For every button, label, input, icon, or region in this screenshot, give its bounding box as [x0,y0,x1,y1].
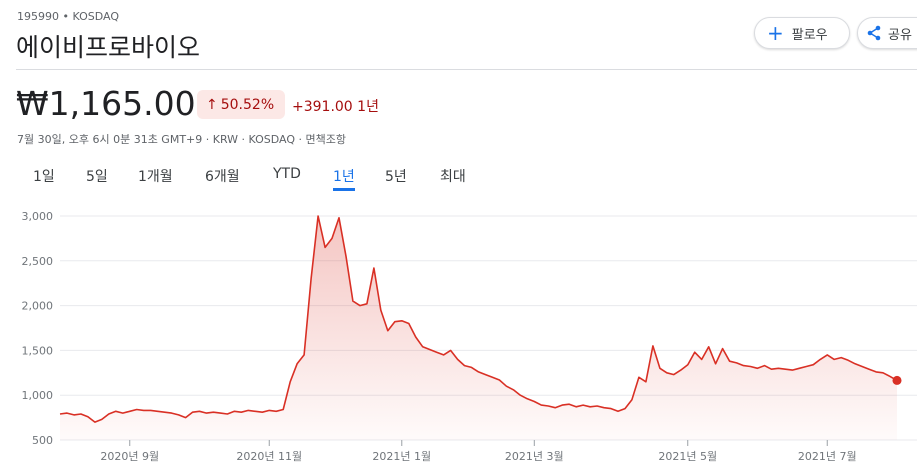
range-tab[interactable]: 1개월 [138,169,173,185]
share-button[interactable]: 공유 [857,17,917,49]
change-abs: +391.00 1년 [292,99,379,115]
range-tab[interactable]: YTD [273,166,301,182]
follow-label: 팔로우 [791,27,828,43]
range-tab[interactable]: 6개월 [205,169,240,185]
arrow-up-icon: ↑ [206,96,218,113]
ticker: 195990 • KOSDAQ [17,10,119,23]
plus-icon: + [767,21,784,45]
range-tab[interactable]: 1일 [33,169,55,185]
range-tab[interactable]: 5일 [86,169,108,185]
y-tick-label: 1,000 [22,389,54,402]
y-tick-label: 3,000 [22,210,54,223]
price-line [59,215,898,423]
change-badge: ↑ 50.52% [197,90,285,119]
range-tab[interactable]: 최대 [440,169,466,185]
price: ₩1,165.00 [16,84,196,123]
y-tick-label: 1,500 [22,344,54,357]
x-tick-label: 2020년 9월 [100,450,159,463]
y-tick-label: 2,000 [22,300,54,313]
x-tick-label: 2021년 3월 [505,450,564,463]
share-icon [867,25,881,41]
last-point [892,375,902,385]
divider [16,69,917,70]
range-tab[interactable]: 1년 [333,166,355,191]
y-tick-label: 2,500 [22,255,54,268]
x-tick-label: 2021년 7월 [798,450,857,463]
y-tick-label: 500 [32,434,53,447]
info-line: 7월 30일, 오후 6시 0분 31초 GMT+9 · KRW · KOSDA… [17,133,347,146]
x-tick-label: 2021년 5월 [658,450,717,463]
change-percent: 50.52% [220,96,275,113]
x-tick-label: 2020년 11월 [236,450,302,463]
stock-name: 에이비프로바이오 [16,33,201,62]
area [60,216,897,440]
range-tab[interactable]: 5년 [385,169,407,185]
chart: 3,000 2,500 2,000 1,500 1,000 500 2020년 9월 2020… [22,210,917,463]
follow-button[interactable]: + 팔로우 [754,17,850,49]
x-tick-label: 2021년 1월 [372,450,431,463]
share-label: 공유 [888,27,912,43]
